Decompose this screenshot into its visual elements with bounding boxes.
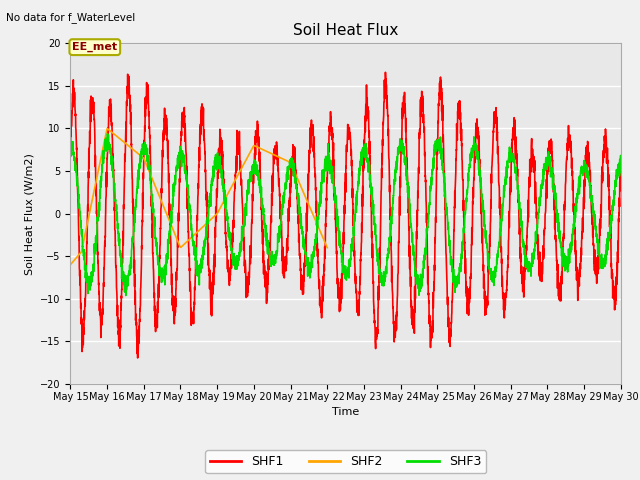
Legend: SHF1, SHF2, SHF3: SHF1, SHF2, SHF3 bbox=[205, 450, 486, 473]
SHF2 bbox=[136, 152, 143, 158]
Text: No data for f_WaterLevel: No data for f_WaterLevel bbox=[6, 12, 136, 23]
SHF2 bbox=[313, 221, 321, 227]
SHF2 bbox=[323, 245, 331, 251]
SHF1 bbox=[500, 290, 508, 296]
Line: SHF3: SHF3 bbox=[70, 133, 621, 296]
SHF3 bbox=[533, 226, 541, 231]
SHF2 bbox=[67, 262, 74, 268]
Y-axis label: Soil Heat Flux (W/m2): Soil Heat Flux (W/m2) bbox=[24, 153, 35, 275]
SHF3 bbox=[611, 180, 619, 186]
SHF1 bbox=[611, 294, 619, 300]
Title: Soil Heat Flux: Soil Heat Flux bbox=[293, 23, 398, 38]
SHF3 bbox=[180, 156, 188, 161]
SHF1 bbox=[417, 114, 424, 120]
Line: SHF2: SHF2 bbox=[70, 129, 327, 265]
SHF2 bbox=[186, 236, 193, 242]
SHF1 bbox=[617, 167, 625, 172]
SHF1 bbox=[134, 355, 141, 361]
SHF3 bbox=[104, 131, 111, 136]
SHF2 bbox=[219, 200, 227, 206]
SHF3 bbox=[417, 283, 424, 289]
X-axis label: Time: Time bbox=[332, 407, 359, 417]
Line: SHF1: SHF1 bbox=[70, 72, 621, 358]
SHF1 bbox=[179, 111, 187, 117]
SHF3 bbox=[617, 163, 625, 169]
SHF1 bbox=[381, 70, 389, 75]
SHF2 bbox=[204, 219, 212, 225]
SHF1 bbox=[533, 216, 541, 222]
SHF3 bbox=[122, 293, 130, 299]
Text: EE_met: EE_met bbox=[72, 42, 117, 52]
SHF1 bbox=[67, 145, 74, 151]
SHF3 bbox=[67, 146, 74, 152]
SHF3 bbox=[465, 169, 473, 175]
SHF2 bbox=[321, 238, 328, 244]
SHF3 bbox=[500, 194, 508, 200]
SHF2 bbox=[103, 126, 111, 132]
SHF1 bbox=[465, 308, 473, 314]
